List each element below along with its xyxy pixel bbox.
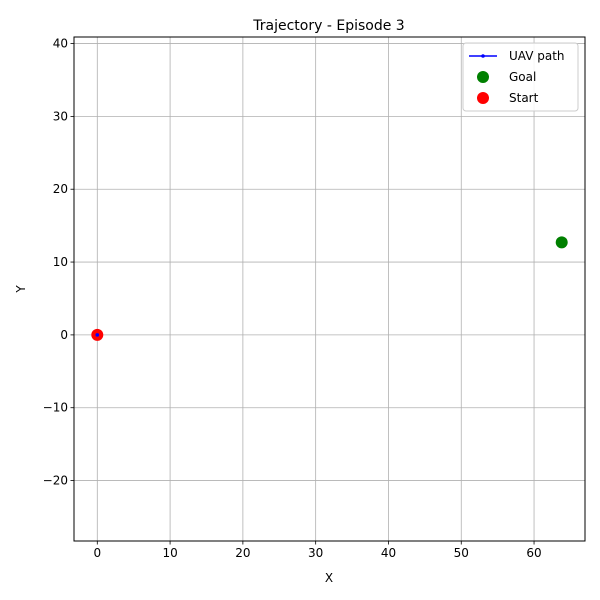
y-tick-label: 20 xyxy=(53,182,68,196)
x-tick-label: 60 xyxy=(526,546,541,560)
legend-swatch-start xyxy=(477,92,489,104)
uav-path-point-top xyxy=(95,333,100,337)
grid xyxy=(74,37,585,541)
legend-swatch-goal xyxy=(477,71,489,83)
legend-swatch-dot-uav-path xyxy=(481,54,485,58)
goal-marker xyxy=(555,236,568,249)
x-tick-label: 20 xyxy=(235,546,250,560)
y-tick-label: 40 xyxy=(53,37,68,51)
y-tick-label: 10 xyxy=(53,255,68,269)
legend: UAV path Goal Start xyxy=(462,42,579,112)
legend-box xyxy=(462,42,579,112)
x-tick-label: 50 xyxy=(454,546,469,560)
y-tick-label: 30 xyxy=(53,109,68,123)
x-tick-label: 40 xyxy=(381,546,396,560)
legend-label-start: Start xyxy=(509,91,539,105)
x-tick-label: 10 xyxy=(162,546,177,560)
x-tick-label: 30 xyxy=(308,546,323,560)
plot-frame xyxy=(73,36,586,542)
x-axis-title: X xyxy=(325,571,333,585)
data-layer xyxy=(91,236,568,341)
ticks: 0 10 20 30 40 50 60 −20 −10 0 10 20 30 40 xyxy=(43,37,542,560)
legend-label-uav-path: UAV path xyxy=(509,49,565,63)
y-tick-label: −10 xyxy=(43,401,68,415)
x-tick-label: 0 xyxy=(93,546,101,560)
y-axis-title: Y xyxy=(14,285,28,294)
y-tick-label: −20 xyxy=(43,474,68,488)
y-tick-label: 0 xyxy=(60,328,68,342)
legend-label-goal: Goal xyxy=(509,70,536,84)
chart-title: Trajectory - Episode 3 xyxy=(252,18,404,34)
